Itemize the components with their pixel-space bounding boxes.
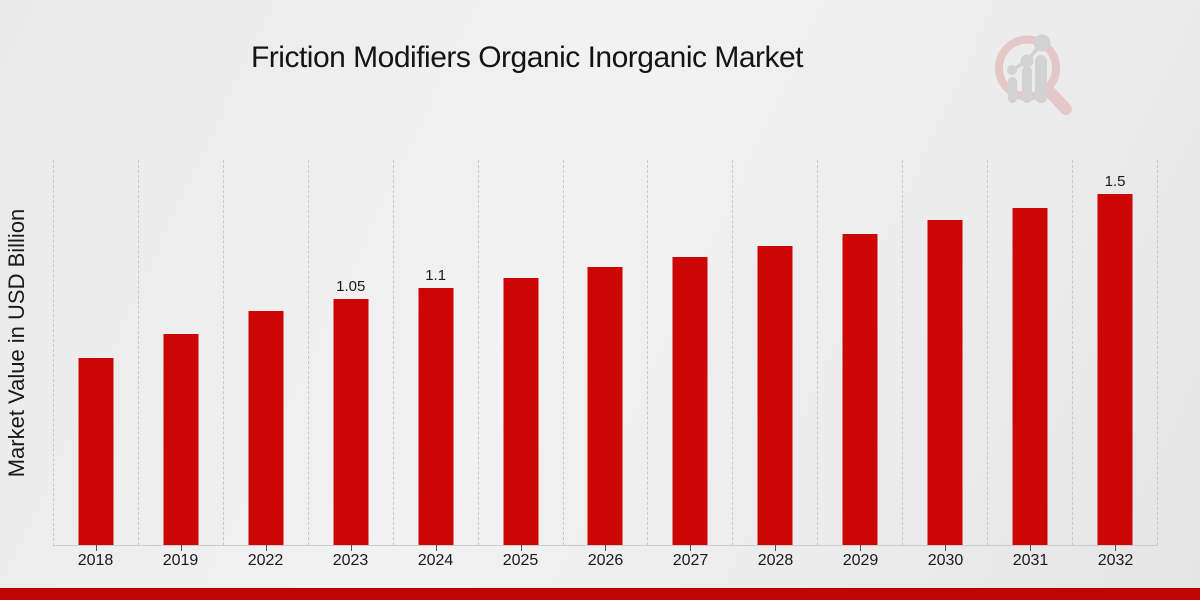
x-axis-tick-2030 bbox=[945, 545, 947, 551]
bar-2030 bbox=[927, 220, 963, 545]
market-research-future-logo bbox=[995, 34, 1072, 115]
plot-column-2031 bbox=[988, 160, 1074, 551]
plot-column-2028 bbox=[733, 160, 819, 551]
bar-2027 bbox=[672, 257, 708, 545]
logo-bar-chart-icon bbox=[1007, 34, 1051, 103]
plot-column-2027 bbox=[648, 160, 734, 551]
plot-column-2030 bbox=[903, 160, 989, 551]
x-axis-tick-2023 bbox=[350, 545, 352, 551]
x-axis-tick-label-2025: 2025 bbox=[502, 552, 539, 569]
bottom-banner bbox=[0, 588, 1200, 600]
bar-2026 bbox=[587, 267, 623, 545]
x-axis-tick-2028 bbox=[775, 545, 777, 551]
bar-2028 bbox=[757, 246, 793, 545]
bar-value-label-2023: 1.05 bbox=[336, 278, 366, 295]
x-axis-tick-2022 bbox=[265, 545, 267, 551]
x-axis-tick-label-2019: 2019 bbox=[162, 552, 199, 569]
x-axis-tick-label-2026: 2026 bbox=[587, 552, 624, 569]
x-axis-tick-label-2029: 2029 bbox=[842, 552, 879, 569]
plot-column-2032: 1.5 bbox=[1073, 160, 1158, 551]
plot-column-2018 bbox=[54, 160, 139, 551]
plot-column-2019 bbox=[139, 160, 224, 551]
x-axis-tick-label-2022: 2022 bbox=[247, 552, 284, 569]
x-axis-tick-2025 bbox=[520, 545, 522, 551]
x-axis-tick-2019 bbox=[180, 545, 182, 551]
x-axis-tick-2029 bbox=[860, 545, 862, 551]
bar-value-label-2032: 1.5 bbox=[1104, 173, 1126, 190]
x-axis-tick-label-2027: 2027 bbox=[672, 552, 709, 569]
bar-2025 bbox=[503, 278, 539, 545]
x-axis-tick-label-2031: 2031 bbox=[1012, 552, 1049, 569]
x-axis-tick-label-2032: 2032 bbox=[1097, 552, 1134, 569]
bar-2029 bbox=[842, 234, 878, 545]
chart-title: Friction Modifiers Organic Inorganic Mar… bbox=[250, 41, 804, 74]
plot-column-2023: 1.05 bbox=[309, 160, 394, 551]
y-axis-label: Market Value in USD Billion bbox=[4, 208, 29, 478]
plot-column-2029 bbox=[818, 160, 904, 551]
x-axis-tick-label-2028: 2028 bbox=[757, 552, 794, 569]
x-axis-tick-2032 bbox=[1115, 545, 1117, 551]
plot-column-2025 bbox=[479, 160, 564, 551]
x-axis-tick-2027 bbox=[690, 545, 692, 551]
x-axis: 2018 2019 2022 2023 2024 2025 2026 2027 2028 2029… bbox=[53, 552, 1158, 570]
x-axis-tick-label-2024: 2024 bbox=[417, 552, 454, 569]
bar-2032 bbox=[1097, 194, 1133, 545]
plot-column-2026 bbox=[564, 160, 649, 551]
x-axis-tick-2031 bbox=[1030, 545, 1032, 551]
plot-column-2024: 1.1 bbox=[394, 160, 479, 551]
bar-2019 bbox=[163, 334, 199, 545]
bar-2018 bbox=[78, 358, 114, 545]
plot-column-2022 bbox=[224, 160, 309, 551]
bar-value-label-2024: 1.1 bbox=[425, 267, 447, 284]
bar-2024 bbox=[418, 288, 454, 545]
x-axis-tick-label-2030: 2030 bbox=[927, 552, 964, 569]
bar-2022 bbox=[248, 311, 284, 545]
plot-area: 1.05 1.1 1.5 bbox=[53, 160, 1158, 551]
x-axis-tick-label-2023: 2023 bbox=[332, 552, 369, 569]
x-axis-tick-2018 bbox=[95, 545, 97, 551]
bar-2031 bbox=[1012, 208, 1048, 545]
x-axis-tick-2026 bbox=[605, 545, 607, 551]
x-axis-tick-label-2018: 2018 bbox=[77, 552, 114, 569]
bar-2023 bbox=[333, 299, 369, 545]
x-axis-tick-2024 bbox=[435, 545, 437, 551]
